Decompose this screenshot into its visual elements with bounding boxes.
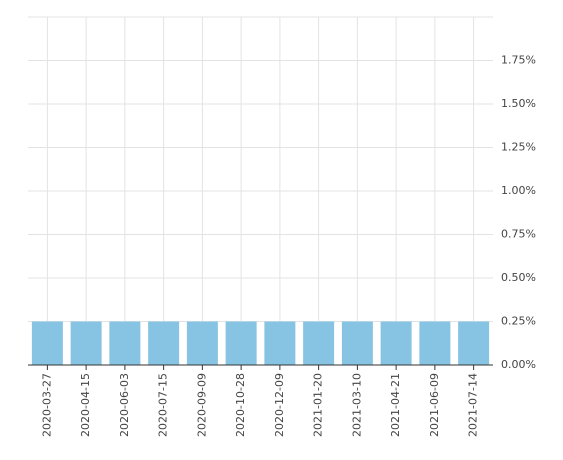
y-tick-label: 1.50% <box>501 97 536 110</box>
y-tick-label: 1.75% <box>501 54 536 67</box>
bar <box>458 321 490 365</box>
x-tick-label: 2020-10-28 <box>234 373 247 437</box>
bar <box>264 321 296 365</box>
y-tick-label: 1.25% <box>501 141 536 154</box>
y-tick-label: 0.75% <box>501 228 536 241</box>
bar <box>341 321 373 365</box>
y-tick-label: 0.25% <box>501 315 536 328</box>
x-tick-label: 2021-01-20 <box>312 373 325 437</box>
y-tick-label: 0.00% <box>501 358 536 371</box>
x-tick-label: 2021-04-21 <box>389 373 402 437</box>
bar <box>419 321 451 365</box>
x-tick-label: 2020-03-27 <box>40 373 53 437</box>
bar <box>148 321 180 365</box>
x-tick-label: 2020-12-09 <box>273 373 286 437</box>
y-tick-label: 0.50% <box>501 271 536 284</box>
y-tick-label: 1.00% <box>501 184 536 197</box>
bar <box>109 321 141 365</box>
x-tick-label: 2021-06-09 <box>428 373 441 437</box>
bar <box>186 321 218 365</box>
x-tick-label: 2020-04-15 <box>79 373 92 437</box>
x-tick-label: 2021-07-14 <box>467 373 480 437</box>
bar <box>225 321 257 365</box>
bar <box>303 321 335 365</box>
bar <box>31 321 63 365</box>
x-tick-label: 2020-06-03 <box>118 373 131 437</box>
x-tick-label: 2020-09-09 <box>195 373 208 437</box>
bar <box>380 321 412 365</box>
bar <box>70 321 102 365</box>
x-tick-label: 2020-07-15 <box>157 373 170 437</box>
x-tick-label: 2021-03-10 <box>350 373 363 437</box>
